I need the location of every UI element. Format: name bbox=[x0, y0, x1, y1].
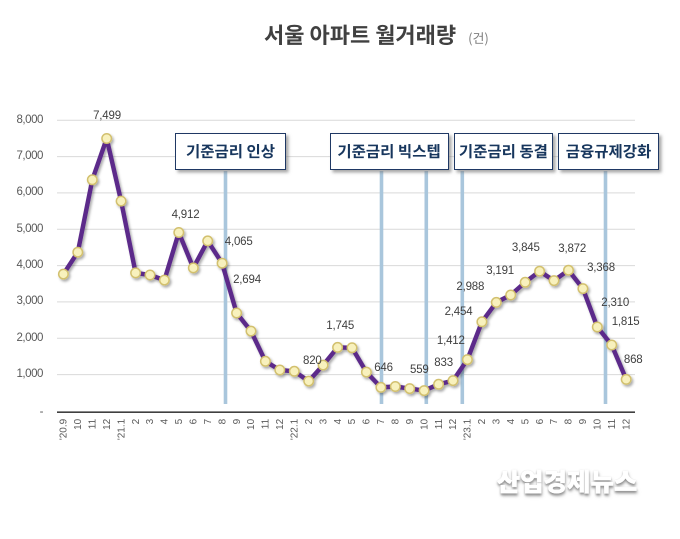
svg-text:7: 7 bbox=[376, 418, 387, 424]
svg-text:2: 2 bbox=[304, 418, 315, 424]
svg-text:4: 4 bbox=[160, 418, 171, 424]
svg-text:12: 12 bbox=[102, 418, 113, 430]
svg-text:'21.1: '21.1 bbox=[116, 418, 127, 440]
svg-text:10: 10 bbox=[419, 418, 430, 430]
svg-text:11: 11 bbox=[607, 418, 618, 429]
svg-text:10: 10 bbox=[73, 418, 84, 430]
svg-text:7: 7 bbox=[203, 418, 214, 424]
svg-text:6: 6 bbox=[362, 418, 373, 424]
svg-text:4: 4 bbox=[506, 418, 517, 424]
svg-text:11: 11 bbox=[434, 418, 445, 429]
svg-text:2: 2 bbox=[477, 418, 488, 424]
svg-text:12: 12 bbox=[448, 418, 459, 430]
svg-text:9: 9 bbox=[232, 418, 243, 424]
svg-text:'22.1: '22.1 bbox=[290, 418, 301, 440]
svg-text:11: 11 bbox=[88, 418, 99, 429]
svg-text:'23.1: '23.1 bbox=[463, 418, 474, 440]
svg-text:11: 11 bbox=[261, 418, 272, 429]
svg-text:5: 5 bbox=[520, 418, 531, 424]
svg-text:5: 5 bbox=[347, 418, 358, 424]
svg-text:3: 3 bbox=[492, 418, 503, 424]
svg-text:12: 12 bbox=[621, 418, 632, 430]
svg-text:6: 6 bbox=[189, 418, 200, 424]
svg-text:12: 12 bbox=[275, 418, 286, 430]
svg-text:10: 10 bbox=[593, 418, 604, 430]
svg-text:8: 8 bbox=[217, 418, 228, 424]
svg-text:7: 7 bbox=[549, 418, 560, 424]
svg-text:5: 5 bbox=[174, 418, 185, 424]
svg-text:10: 10 bbox=[246, 418, 257, 430]
svg-text:3: 3 bbox=[318, 418, 329, 424]
svg-text:9: 9 bbox=[578, 418, 589, 424]
svg-text:4: 4 bbox=[333, 418, 344, 424]
svg-text:8: 8 bbox=[564, 418, 575, 424]
svg-text:6: 6 bbox=[535, 418, 546, 424]
svg-text:2: 2 bbox=[131, 418, 142, 424]
svg-text:3: 3 bbox=[145, 418, 156, 424]
svg-text:8: 8 bbox=[391, 418, 402, 424]
svg-text:'20.9: '20.9 bbox=[59, 418, 70, 440]
svg-text:9: 9 bbox=[405, 418, 416, 424]
